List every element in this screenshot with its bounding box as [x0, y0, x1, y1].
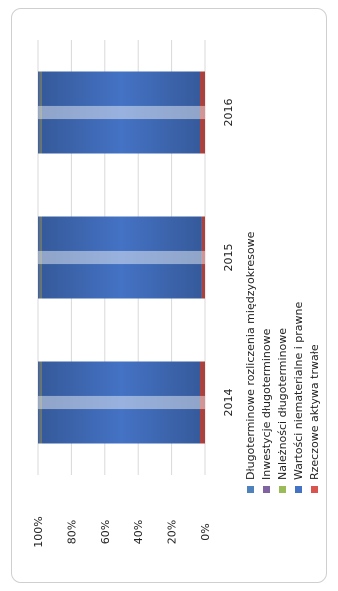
y-tick-label: 80% [65, 520, 78, 544]
y-tick-label: 20% [166, 520, 179, 544]
legend-label: Inwestycje długoterminowe [260, 328, 273, 480]
y-tick-label: 60% [99, 520, 112, 544]
legend-swatch [295, 486, 302, 493]
y-tick-label: 40% [132, 520, 145, 544]
legend-label: Wartości niematerialne i prawne [292, 301, 305, 480]
y-tick-label: 0% [199, 523, 212, 540]
legend-label: Rzeczowe aktywa trwałe [308, 344, 321, 480]
bar-highlight [38, 395, 205, 410]
x-category-label: 2016 [222, 99, 235, 127]
legend: Długoterminowe rozliczenia międzyokresow… [244, 231, 321, 493]
legend-label: Należności długoterminowe [276, 328, 289, 480]
x-category-label: 2014 [222, 389, 235, 417]
bar-highlight [38, 250, 205, 265]
bar-highlight [38, 105, 205, 120]
bar-shade [38, 361, 205, 444]
legend-label: Długoterminowe rozliczenia międzyokresow… [244, 231, 257, 480]
legend-swatch [247, 486, 254, 493]
y-tick-label: 100% [32, 516, 45, 547]
legend-swatch [311, 486, 318, 493]
bars [38, 71, 205, 444]
legend-swatch [263, 486, 270, 493]
x-axis-category-labels: 2014 2015 2016 [222, 99, 235, 417]
x-category-label: 2015 [222, 244, 235, 272]
bar-shade [38, 216, 205, 299]
legend-swatch [279, 486, 286, 493]
bar-shade [38, 71, 205, 154]
y-axis-tick-labels: 0% 20% 40% 60% 80% 100% [32, 516, 212, 547]
